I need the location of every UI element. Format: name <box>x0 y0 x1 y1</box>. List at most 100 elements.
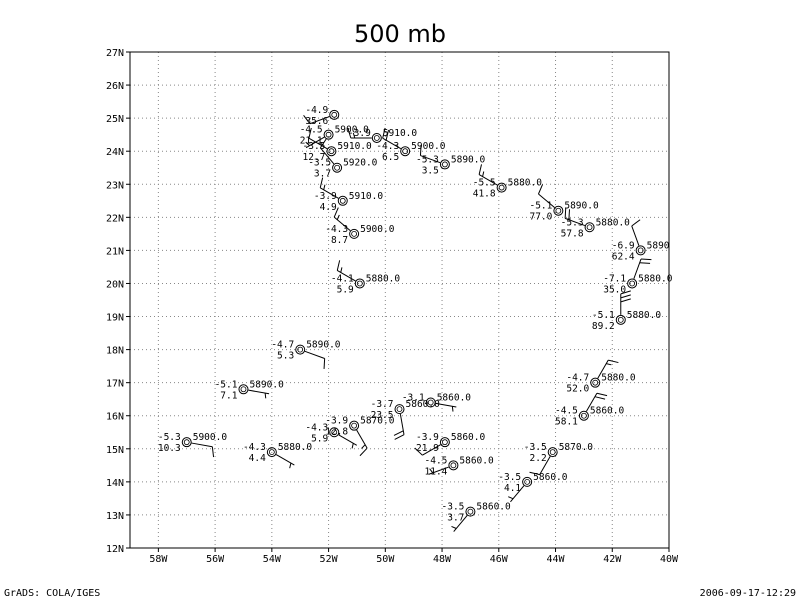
station-model: -4.511.4 5860.0 <box>425 455 494 477</box>
station-inner-circle <box>402 148 409 155</box>
station-geopotential-height: 5860.0 <box>476 502 511 513</box>
wind-barb-staff <box>304 350 325 359</box>
y-tick-label: 22N <box>106 213 124 224</box>
y-tick-label: 20N <box>106 279 124 290</box>
station-inner-circle <box>586 224 593 231</box>
y-tick-label: 14N <box>106 478 124 489</box>
station-dewpoint: 52.0 <box>566 384 589 395</box>
station-dewpoint: 23.5 <box>371 410 394 421</box>
station-geopotential-height: 5860.0 <box>459 455 494 466</box>
wind-barb-full <box>308 127 312 139</box>
station-model: -3.921.9 5860.0 <box>414 432 485 456</box>
y-tick-label: 18N <box>106 346 124 357</box>
station-inner-circle <box>467 508 474 515</box>
y-tick-label: 16N <box>106 412 124 423</box>
station-model: -4.75.3 5890.0 <box>271 340 341 369</box>
station-geopotential-height: 5910.0 <box>349 191 384 202</box>
station-temperature: -3.7 <box>371 399 394 410</box>
station-inner-circle <box>555 207 562 214</box>
station-inner-circle <box>183 439 190 446</box>
station-temperature: -3.5 <box>308 158 331 169</box>
station-circle <box>590 377 601 388</box>
station-inner-circle <box>331 429 338 436</box>
station-model: -7.135.0 5880.0 <box>603 258 673 295</box>
station-circle <box>584 222 595 233</box>
station-dewpoint: 3.5 <box>422 165 439 176</box>
wind-barb-staff <box>308 137 328 150</box>
y-tick-label: 24N <box>106 147 124 158</box>
station-model: -4.36.5 5900.0 <box>376 127 446 163</box>
y-tick-label: 21N <box>106 246 124 257</box>
wind-barb-half <box>323 184 326 190</box>
y-tick-label: 19N <box>106 313 124 324</box>
x-axis-ticks: 58W 56W 54W 52W 50W 48W 46W 44W 42W 40W <box>149 548 679 565</box>
station-circle <box>465 506 476 517</box>
station-temperature: -3.1 <box>402 393 425 404</box>
station-circle <box>354 278 365 289</box>
station-temperature: -5.3 <box>416 154 439 165</box>
x-tick-label: 54W <box>263 554 282 565</box>
station-inner-circle <box>334 164 340 171</box>
station-inner-circle <box>325 131 332 138</box>
station-inner-circle <box>441 439 448 446</box>
wind-barb-full <box>303 115 311 125</box>
x-tick-label: 42W <box>603 554 622 565</box>
station-inner-circle <box>629 280 636 287</box>
station-circle <box>332 162 343 173</box>
wind-barb-half <box>340 267 343 273</box>
station-inner-circle <box>328 148 335 155</box>
wind-barb-full <box>594 396 606 400</box>
station-inner-circle <box>351 230 358 237</box>
y-tick-label: 27N <box>106 48 124 59</box>
wind-barb-staff <box>309 116 330 125</box>
station-temperature: -7.1 <box>603 273 626 284</box>
station-dewpoint: 41.8 <box>473 189 496 200</box>
station-dewpoint: 3.7 <box>314 169 331 180</box>
station-circle <box>439 437 450 448</box>
wind-barb-full <box>640 258 652 261</box>
station-inner-circle <box>268 449 275 456</box>
y-tick-label: 15N <box>106 445 124 456</box>
station-geopotential-height: 5920.0 <box>343 158 378 169</box>
station-inner-circle <box>524 478 531 485</box>
station-dewpoint: 4.1 <box>504 483 521 494</box>
wind-barb-full <box>608 359 619 364</box>
station-temperature: -4.3 <box>305 422 328 433</box>
x-tick-label: 56W <box>206 554 225 565</box>
station-geopotential-height: 5880.0 <box>601 373 636 384</box>
station-inner-circle <box>373 135 380 141</box>
wind-barb-full <box>478 164 482 175</box>
station-temperature: -4.3 <box>325 224 348 235</box>
station-circle <box>349 420 360 431</box>
station-circle <box>295 344 306 355</box>
station-temperature: -4.3 <box>243 442 266 453</box>
wind-barb-full <box>564 207 567 219</box>
station-temperature: -4.5 <box>555 406 578 417</box>
wind-barb-half <box>451 525 457 529</box>
station-model: -5.177.0 5890.0 <box>529 184 599 223</box>
station-dewpoint: 5.9 <box>311 433 328 444</box>
station-dewpoint: 62.4 <box>612 251 635 262</box>
station-model: -4.935.6 <box>303 105 340 127</box>
y-tick-label: 26N <box>106 81 124 92</box>
station-inner-circle <box>396 406 403 413</box>
station-circle <box>522 476 533 487</box>
station-geopotential-height: 5890.0 <box>249 379 284 390</box>
y-tick-label: 17N <box>106 379 124 390</box>
wind-barb-staff <box>539 456 551 475</box>
wind-barb-half <box>289 462 292 469</box>
station-circle <box>578 410 589 421</box>
station-geopotential-height: 5880.0 <box>627 310 662 321</box>
wind-barb-staff <box>319 147 335 165</box>
wind-barb-full <box>211 446 215 458</box>
wind-barb-full <box>596 392 608 397</box>
station-temperature: -5.1 <box>592 310 615 321</box>
x-tick-label: 40W <box>660 554 679 565</box>
wind-barb-half <box>482 171 485 177</box>
station-temperature: -4.7 <box>271 340 294 351</box>
station-dewpoint: 10.3 <box>158 443 181 454</box>
station-geopotential-height: 5880.0 <box>596 217 631 228</box>
wind-barb-half <box>336 214 340 220</box>
station-geopotential-height: 5880.0 <box>278 442 313 453</box>
station-dewpoint: 4.9 <box>320 202 337 213</box>
